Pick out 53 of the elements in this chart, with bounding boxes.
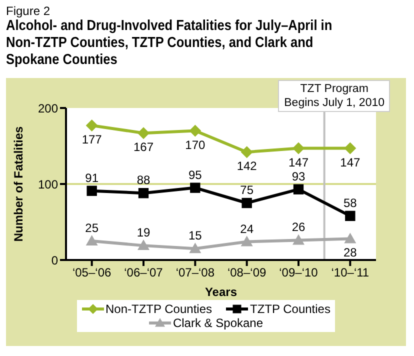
data-label: 167	[133, 140, 154, 154]
data-label: 95	[188, 168, 202, 182]
y-tick-label: 0	[51, 253, 58, 268]
data-label: 15	[188, 228, 202, 243]
ref-line-label: TZT Program Begins July 1, 2010	[278, 80, 390, 112]
data-label: 26	[292, 220, 306, 234]
data-label: 19	[136, 226, 150, 240]
point	[242, 198, 252, 208]
point	[138, 188, 149, 198]
point	[190, 182, 200, 193]
point	[344, 142, 356, 154]
point	[240, 236, 253, 246]
data-label: 28	[343, 246, 358, 260]
x-tick-label: ‘09–‘10	[279, 266, 318, 280]
point	[189, 242, 202, 254]
data-label: 24	[240, 222, 254, 236]
point	[86, 119, 98, 132]
y-tick-label: 100	[38, 177, 58, 192]
point	[345, 210, 356, 222]
x-tick-label: ‘10–‘11	[331, 266, 370, 280]
data-label: 25	[85, 221, 99, 235]
data-label: 93	[292, 169, 306, 184]
data-label: 75	[240, 183, 254, 197]
point	[138, 127, 150, 140]
chart-subtitle: Figure 2	[6, 4, 52, 18]
chart-title: Alcohol- and Drug-Involved Fatalities for July–April in Non-TZTP Counties, TZTP Counties, and Clark and Spokane Counties	[6, 18, 334, 69]
legend-label: TZTP Counties	[250, 302, 330, 316]
legend-label: Non-TZTP Counties	[106, 302, 212, 316]
data-label: 177	[82, 132, 102, 146]
x-tick-label: ‘07–‘08	[176, 266, 215, 280]
data-label: 142	[236, 159, 258, 174]
point	[292, 234, 304, 245]
point	[86, 235, 98, 246]
data-label: 147	[340, 155, 360, 170]
legend-label: Clark & Spokane	[172, 316, 264, 330]
x-tick-label: ‘08–‘09	[227, 266, 267, 280]
data-label: 88	[136, 173, 150, 188]
point	[138, 240, 150, 250]
y-tick-label: 200	[38, 101, 58, 116]
x-tick-label: ‘06–‘07	[124, 266, 164, 280]
point	[86, 186, 97, 196]
data-label: 91	[85, 170, 99, 185]
data-label: 170	[185, 138, 206, 152]
point	[293, 184, 304, 194]
y-axis-title: Number of Fatalities	[11, 126, 26, 242]
point	[344, 232, 356, 244]
data-label: 58	[343, 196, 358, 210]
point	[292, 142, 304, 154]
x-axis-title: Years	[204, 285, 238, 299]
data-label: 147	[288, 155, 309, 170]
x-tick-label: ‘05–‘06	[72, 266, 112, 280]
point	[189, 124, 202, 137]
point	[240, 146, 253, 158]
